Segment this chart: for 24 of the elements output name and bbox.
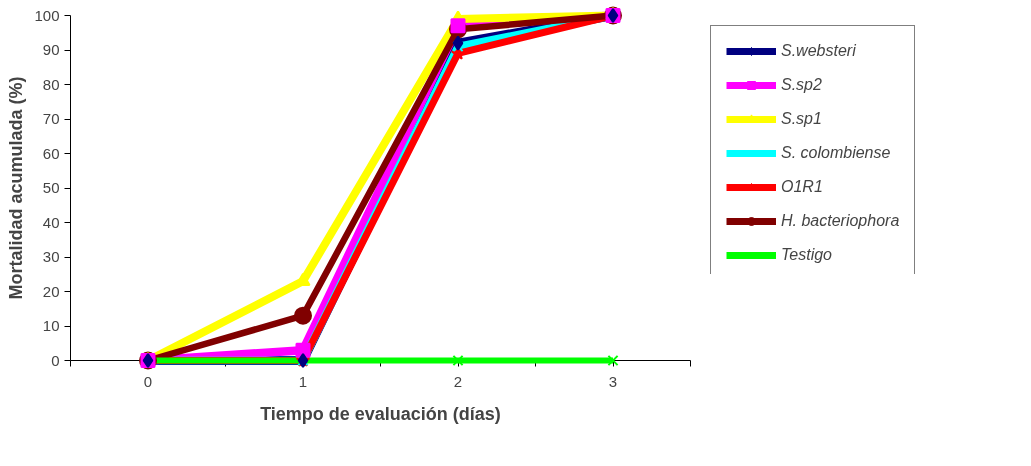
y-tick-label: 50	[42, 179, 60, 196]
legend-label: S. colombiense	[781, 144, 891, 162]
y-tick-label: 0	[51, 351, 60, 369]
legend-label: S.sp1	[781, 110, 822, 128]
legend-label: S.websteri	[781, 42, 856, 60]
y-tick-label: 90	[42, 41, 60, 58]
x-tick-label: 0	[143, 372, 153, 390]
x-tick-label: 1	[298, 372, 308, 390]
x-axis-title: Tiempo de evaluación (días)	[260, 403, 501, 424]
x-tick-label: 3	[608, 372, 618, 390]
y-tick-label: 30	[42, 248, 60, 265]
y-tick-label: 60	[42, 144, 60, 162]
legend-label: S.sp2	[781, 76, 822, 94]
y-tick-label: 20	[42, 282, 60, 300]
y-axis-title: Mortalidad acumulada (%)	[6, 76, 27, 300]
y-tick-label: 10	[42, 317, 60, 334]
y-tick-label: 80	[42, 75, 60, 93]
legend-label: O1R1	[781, 178, 823, 196]
y-tick-label: 70	[42, 110, 60, 127]
x-tick-label: 2	[453, 372, 463, 390]
legend-label: Testigo	[781, 246, 832, 264]
y-tick-label: 100	[34, 6, 60, 24]
y-tick-label: 40	[42, 213, 60, 231]
legend-label: H. bacteriophora	[781, 212, 900, 230]
